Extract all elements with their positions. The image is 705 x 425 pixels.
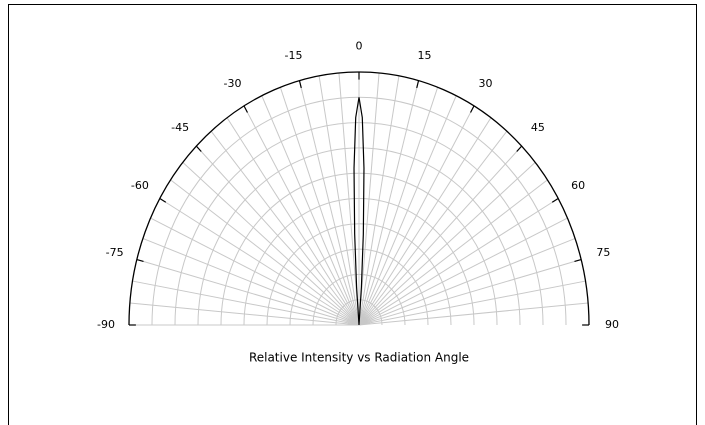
- grid-spoke: [261, 95, 360, 326]
- angle-tick-label: -45: [171, 121, 189, 134]
- angle-tick: [574, 258, 582, 263]
- grid-spoke: [358, 302, 589, 326]
- angle-tick-label: -90: [97, 318, 115, 331]
- grid-spoke: [338, 72, 360, 326]
- grid-spoke: [298, 80, 360, 326]
- grid-spoke: [195, 145, 360, 326]
- angle-tick-label: -15: [285, 49, 303, 62]
- grid-spoke: [132, 280, 360, 326]
- angle-tick: [298, 80, 302, 89]
- angle-tick-label: 0: [356, 40, 363, 53]
- angle-tick-label: 30: [479, 77, 493, 90]
- grid-spoke: [358, 179, 548, 326]
- angle-tick: [551, 197, 559, 203]
- grid-spoke: [358, 95, 457, 326]
- grid-spoke: [358, 105, 475, 326]
- grid-spoke: [358, 130, 508, 326]
- grid-spoke: [358, 75, 400, 326]
- grid-spoke: [358, 162, 536, 326]
- grid-spoke: [358, 87, 439, 326]
- grid-spoke: [136, 259, 360, 326]
- grid-spoke: [358, 280, 586, 326]
- angle-tick: [516, 145, 523, 152]
- grid-spoke: [170, 179, 360, 326]
- angle-tick: [195, 145, 202, 152]
- angle-tick-label: 90: [605, 318, 619, 331]
- grid-spoke: [142, 238, 360, 326]
- radiation-lobe: [353, 97, 365, 326]
- grid-spoke: [358, 145, 523, 326]
- grid-spoke: [358, 217, 568, 326]
- grid-spoke: [182, 162, 360, 326]
- angle-tick: [243, 105, 248, 113]
- grid-spoke: [358, 80, 420, 326]
- angle-tick: [136, 258, 144, 263]
- grid-spoke: [129, 302, 360, 326]
- grid-spoke: [318, 75, 360, 326]
- chart-title: Relative Intensity vs Radiation Angle: [249, 351, 469, 365]
- grid-spoke: [243, 105, 360, 326]
- angle-tick: [416, 80, 420, 89]
- grid-spoke: [159, 198, 360, 326]
- frame: [8, 4, 697, 425]
- grid-spoke: [358, 198, 559, 326]
- grid-spoke: [358, 259, 582, 326]
- grid-spoke: [279, 87, 360, 326]
- angle-tick: [159, 197, 167, 203]
- grid-spoke: [358, 238, 576, 326]
- angle-tick-label: -60: [131, 179, 149, 192]
- angle-tick-label: 45: [531, 121, 545, 134]
- angle-tick-label: -75: [106, 246, 124, 259]
- angle-tick-label: -30: [224, 77, 242, 90]
- angle-tick-label: 60: [571, 179, 585, 192]
- grid-spoke: [358, 117, 492, 326]
- angle-tick: [470, 105, 475, 113]
- grid: [129, 72, 589, 326]
- grid-spoke: [210, 130, 360, 326]
- grid-spoke: [226, 117, 360, 326]
- grid-spoke: [150, 217, 360, 326]
- grid-spoke: [358, 72, 380, 326]
- angle-tick-label: 15: [417, 49, 431, 62]
- angle-tick-label: 75: [596, 246, 610, 259]
